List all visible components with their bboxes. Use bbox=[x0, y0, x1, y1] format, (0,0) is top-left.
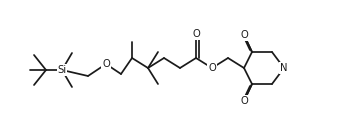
Text: O: O bbox=[102, 59, 110, 69]
Text: O: O bbox=[240, 96, 248, 106]
Text: O: O bbox=[240, 30, 248, 40]
Text: Si: Si bbox=[58, 65, 67, 75]
Text: O: O bbox=[192, 29, 200, 39]
Text: O: O bbox=[208, 63, 216, 73]
Text: N: N bbox=[280, 63, 288, 73]
